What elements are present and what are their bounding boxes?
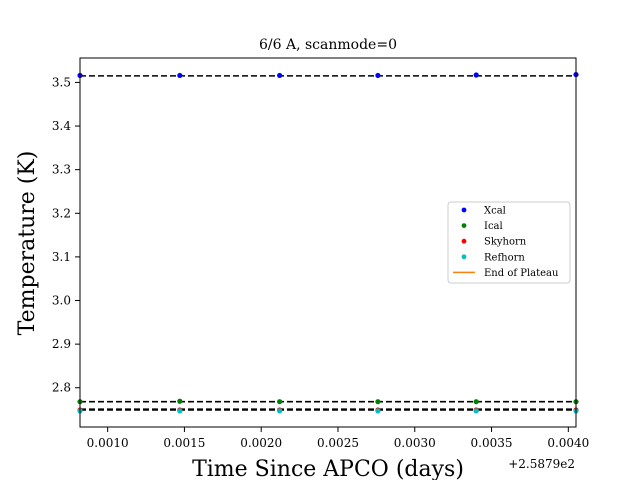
x-axis-ticks: 0.0010 0.0015 0.0020 0.0025 0.0030 0.0035 0.00… — [87, 427, 589, 450]
legend-label: Ical — [484, 221, 503, 232]
x-tick-label: 0.0030 — [394, 436, 436, 450]
point-xcal — [375, 72, 381, 79]
y-tick-label: 2.8 — [52, 381, 71, 395]
point-xcal — [177, 72, 183, 79]
point-ical — [277, 399, 283, 405]
legend-label: Skyhorn — [484, 237, 527, 248]
point-ical — [473, 399, 479, 405]
x-tick-label: 0.0010 — [87, 436, 129, 450]
point-xcal — [277, 72, 283, 79]
point-ical — [177, 398, 183, 404]
y-tick-label: 2.9 — [52, 337, 71, 351]
legend: Xcal Ical Skyhorn Refhorn End of Plateau — [447, 201, 571, 284]
legend-label: Refhorn — [484, 252, 525, 263]
y-axis-label: Temperature (K) — [15, 151, 40, 336]
legend-marker-xcal — [461, 207, 467, 213]
plot-area — [79, 57, 577, 428]
x-tick-label: 0.0025 — [317, 436, 359, 450]
y-axis-ticks: 2.8 2.9 3.0 3.1 3.2 3.3 3.4 3.5 — [52, 75, 80, 395]
x-axis-label: Time Since APCO (days) — [192, 457, 464, 480]
legend-label: End of Plateau — [484, 268, 559, 279]
x-offset-label: +2.5879e2 — [508, 457, 575, 471]
x-tick-label: 0.0015 — [163, 436, 205, 450]
x-tick-label: 0.0040 — [547, 436, 589, 450]
x-tick-label: 0.0035 — [471, 436, 513, 450]
legend-marker-refhorn — [461, 254, 467, 260]
point-refhorn — [473, 408, 479, 414]
point-xcal — [473, 72, 479, 78]
y-tick-label: 3.0 — [52, 294, 71, 308]
chart-title: 6/6 A, scanmode=0 — [259, 37, 397, 53]
legend-marker-ical — [461, 223, 467, 229]
y-tick-label: 3.2 — [52, 206, 71, 220]
x-tick-label: 0.0020 — [240, 436, 282, 450]
point-ical — [375, 399, 381, 405]
y-tick-label: 3.5 — [52, 75, 71, 89]
point-refhorn — [375, 408, 381, 414]
legend-label: Xcal — [484, 206, 506, 217]
y-tick-label: 3.3 — [52, 163, 71, 177]
legend-box — [447, 201, 571, 284]
point-refhorn — [277, 408, 283, 414]
reference-lines — [80, 75, 576, 411]
legend-marker-skyhorn — [461, 238, 467, 244]
point-refhorn — [177, 408, 183, 414]
y-tick-label: 3.4 — [52, 119, 71, 133]
y-tick-label: 3.1 — [52, 250, 71, 264]
